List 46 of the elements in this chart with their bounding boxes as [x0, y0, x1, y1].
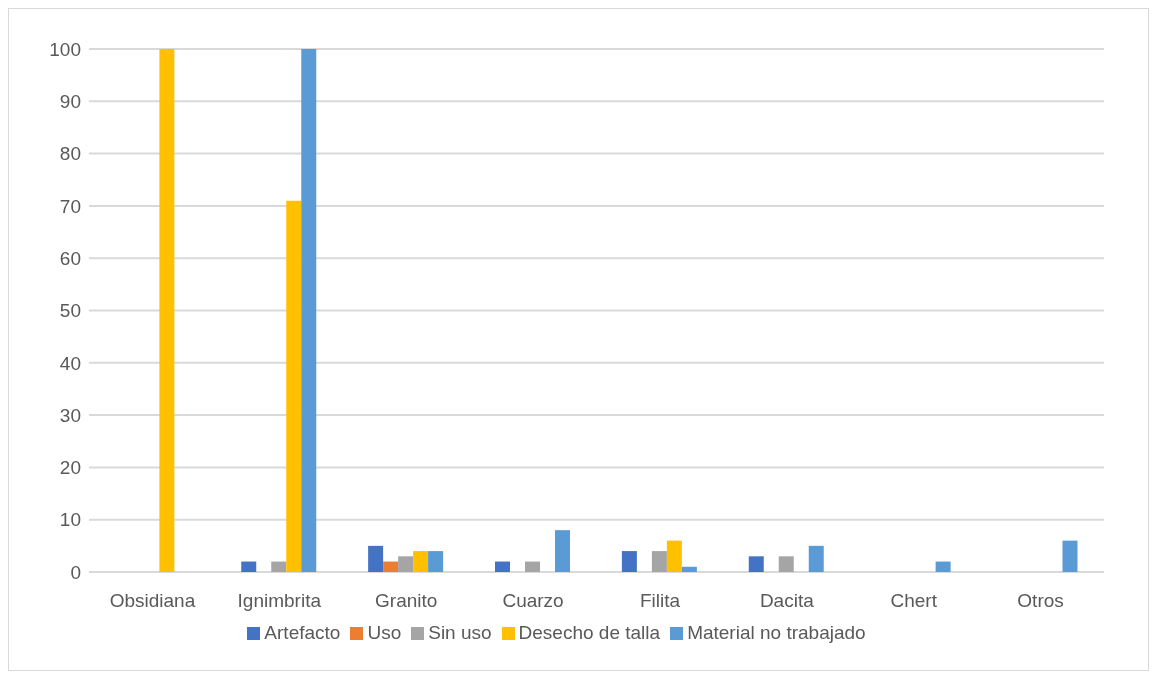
- bar: [301, 49, 317, 572]
- bar: [778, 556, 794, 572]
- legend-label: Uso: [367, 622, 402, 643]
- y-tick-label: 40: [59, 352, 81, 374]
- x-tick-label: Cuarzo: [502, 590, 564, 612]
- x-tick-label: Otros: [1017, 590, 1064, 612]
- bar: [241, 561, 257, 572]
- x-tick-label: Granito: [375, 590, 438, 612]
- bar: [666, 540, 682, 572]
- y-tick-label: 90: [59, 91, 81, 113]
- y-tick-label: 50: [59, 300, 81, 322]
- bar: [808, 545, 824, 572]
- bar: [383, 561, 399, 572]
- x-tick-label: Dacita: [759, 590, 815, 612]
- y-tick-label: 70: [59, 195, 81, 217]
- bar: [1062, 540, 1078, 572]
- bar: [271, 561, 287, 572]
- bar: [651, 551, 667, 572]
- bar: [748, 556, 764, 572]
- bar: [681, 566, 697, 572]
- x-tick-label: Obsidiana: [109, 590, 196, 612]
- bar: [413, 551, 429, 572]
- y-tick-label: 100: [49, 38, 81, 60]
- x-tick-label: Filita: [639, 590, 681, 612]
- bar: [495, 561, 510, 572]
- y-tick-label: 20: [59, 457, 81, 479]
- y-tick-label: 80: [59, 143, 81, 165]
- bar: [286, 200, 302, 572]
- bar: [428, 551, 444, 572]
- legend-label: Desecho de talla: [518, 622, 661, 643]
- legend-label: Artefacto: [264, 622, 341, 643]
- y-tick-label: 10: [59, 509, 81, 531]
- legend-label: Material no trabajado: [687, 622, 866, 643]
- y-tick-label: 30: [59, 404, 81, 426]
- legend-label: Sin uso: [428, 622, 492, 643]
- x-tick-label: Ignimbrita: [237, 590, 322, 612]
- bar: [555, 530, 570, 572]
- bar: [621, 551, 637, 572]
- y-tick-label: 60: [59, 247, 81, 269]
- y-tick-label: 0: [70, 561, 81, 583]
- x-tick-label: Chert: [890, 590, 938, 612]
- bar: [525, 561, 540, 572]
- bar: [398, 556, 414, 572]
- bar: [159, 49, 175, 572]
- bar: [935, 561, 951, 572]
- bar: [368, 545, 384, 572]
